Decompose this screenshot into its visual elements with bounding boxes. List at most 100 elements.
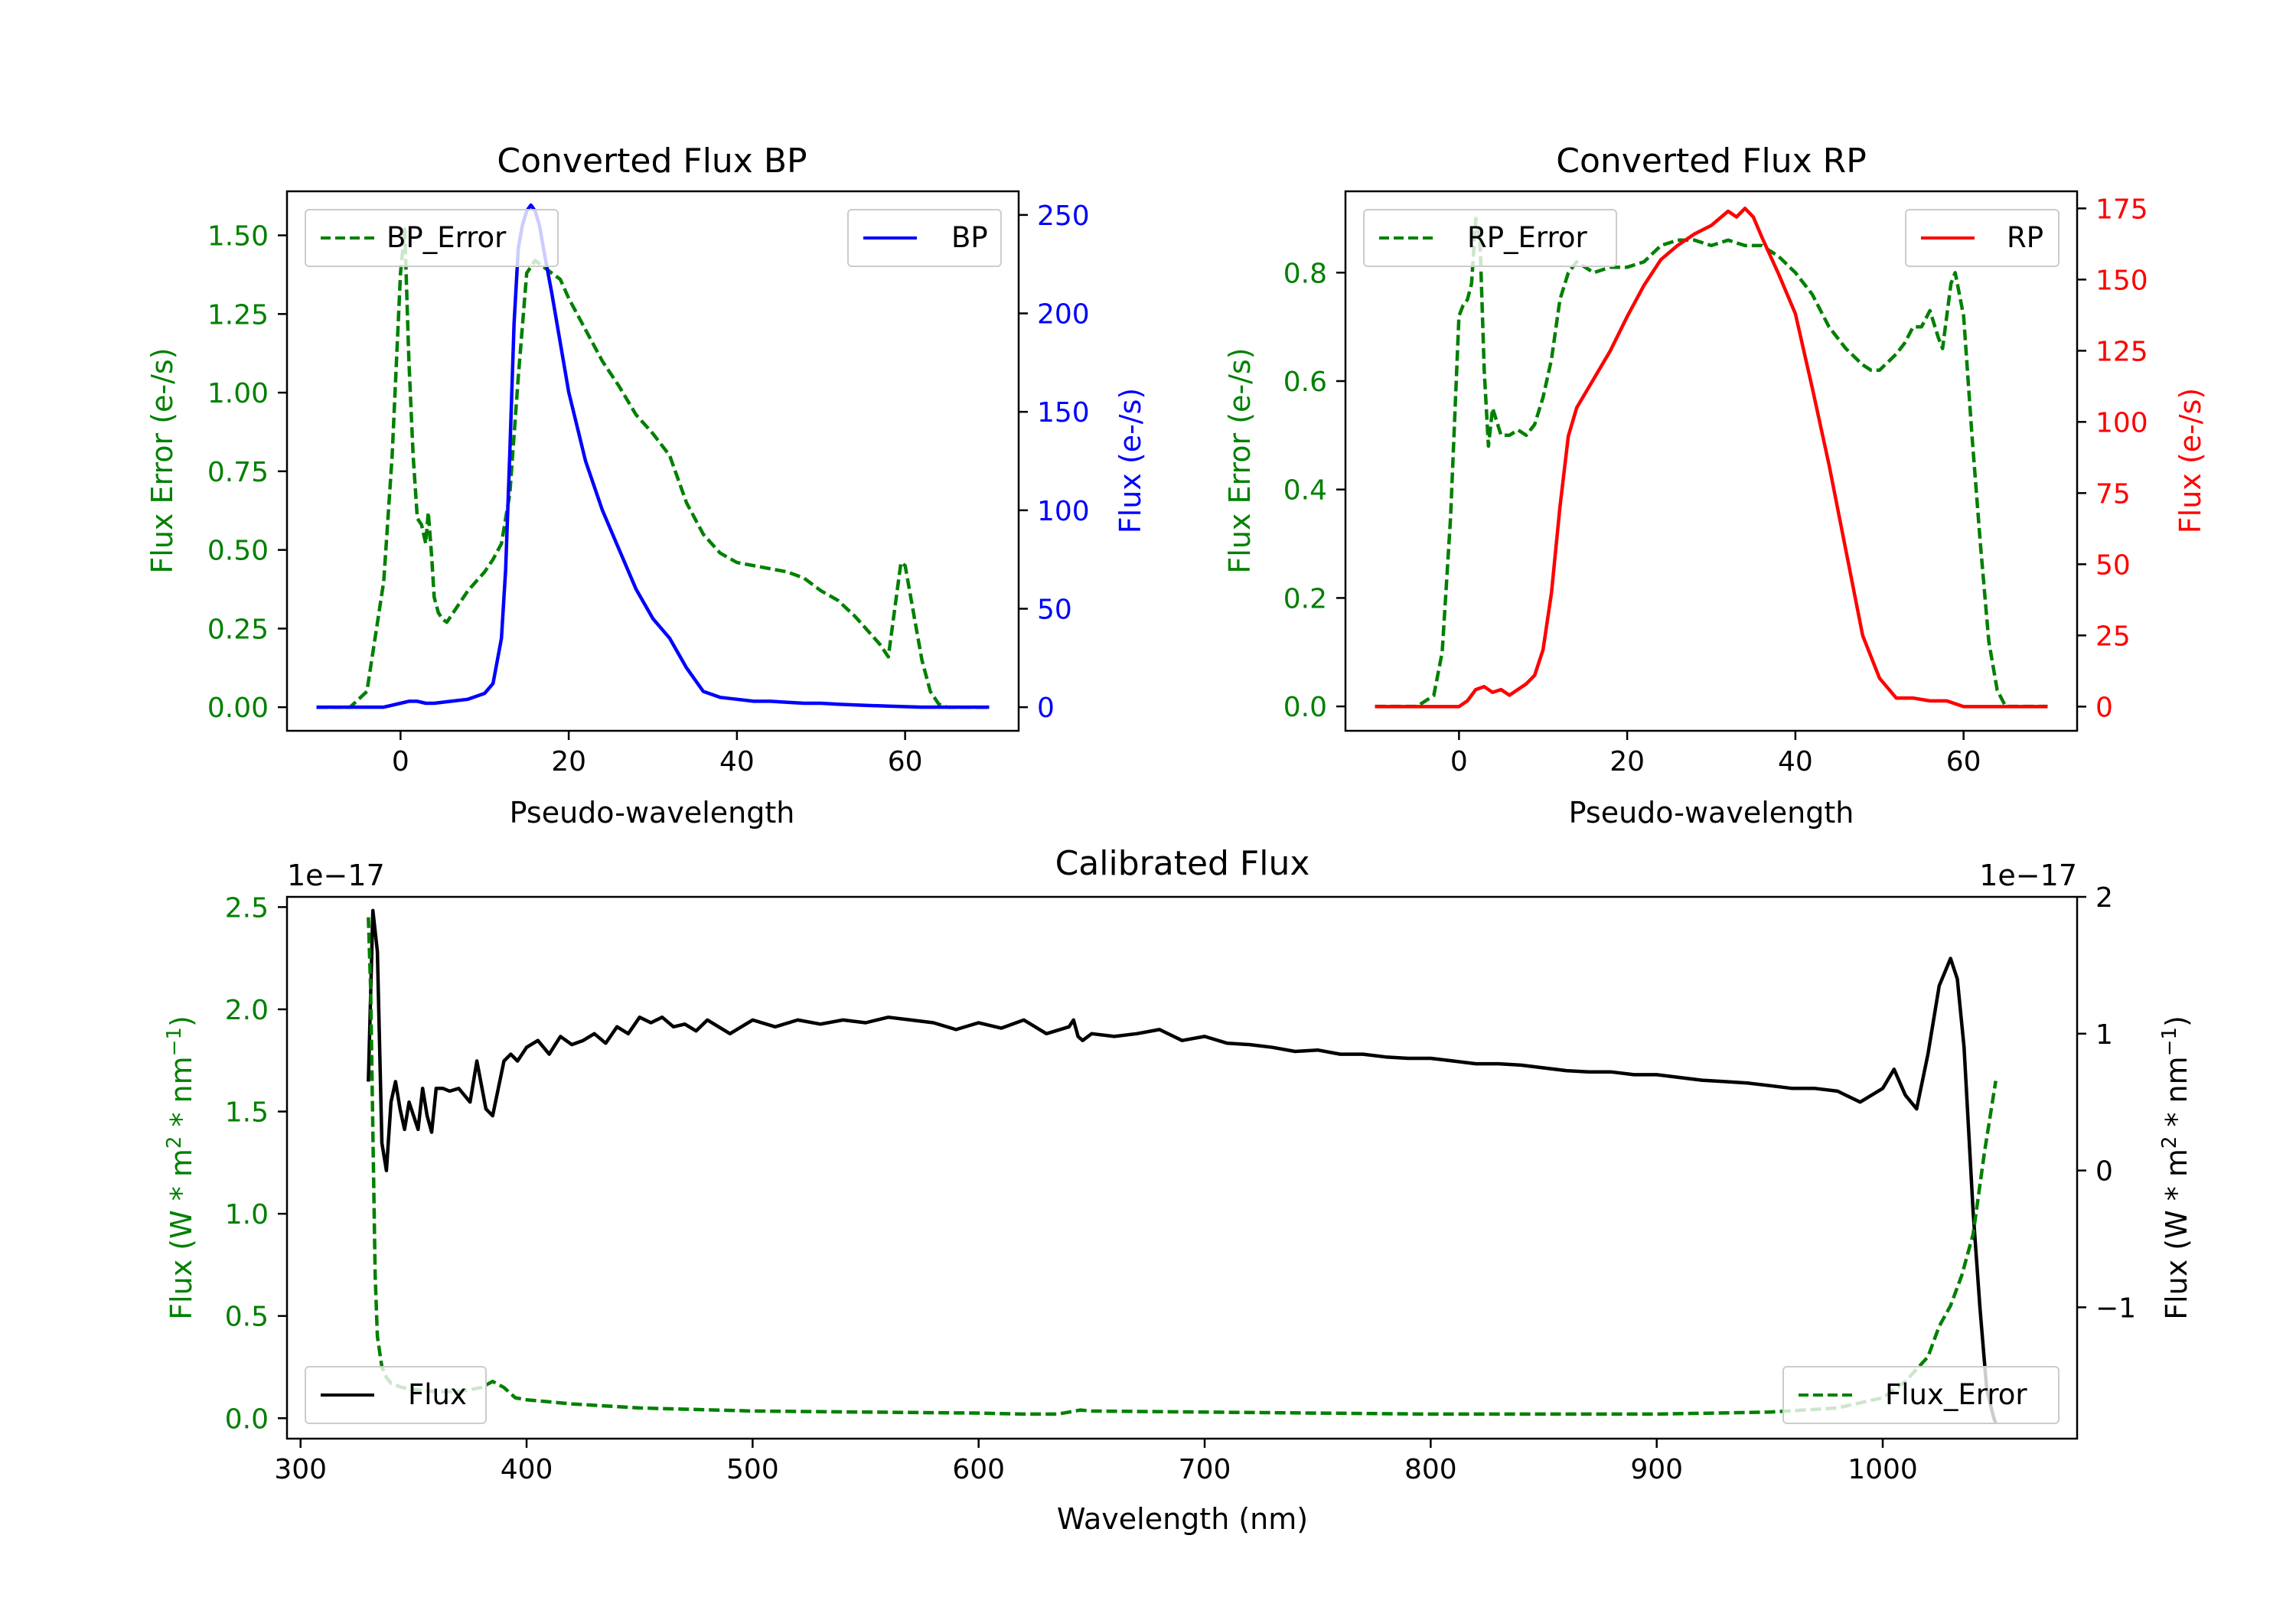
bp-y-right-tick-label: 0 bbox=[1037, 693, 1055, 724]
bp-y-left-tick-label: 1.25 bbox=[207, 299, 269, 331]
calibrated-y-right-axis-label: Flux (W * m2 * nm−1) bbox=[2158, 1015, 2193, 1320]
rp-x-tick-label: 0 bbox=[1450, 746, 1468, 777]
bp-x-tick-label: 20 bbox=[551, 746, 586, 777]
calibrated-legend-error-box bbox=[1782, 1366, 2060, 1424]
cal-x-tick-label: 500 bbox=[726, 1454, 779, 1485]
bp-legend-flux: BP bbox=[847, 209, 1002, 267]
bp-x-tick-label: 60 bbox=[888, 746, 923, 777]
cal-y-left-tick-label: 2.5 bbox=[225, 892, 269, 924]
rp-y-left-ticks: 0.0 0.2 0.4 0.6 0.8 bbox=[1283, 258, 1345, 723]
bp-legend-error: BP_Error bbox=[305, 209, 559, 267]
rp-x-tick-label: 60 bbox=[1946, 746, 1981, 777]
cal-y-left-tick-label: 2.0 bbox=[225, 995, 269, 1026]
cal-x-tick-label: 700 bbox=[1179, 1454, 1231, 1485]
rp-legend-flux-label: RP bbox=[2007, 221, 2043, 254]
cal-y-right-tick-label: 1 bbox=[2095, 1019, 2113, 1051]
calibrated-legend-error-label: Flux_Error bbox=[1885, 1378, 2027, 1411]
rp-y-right-tick-label: 75 bbox=[2095, 478, 2131, 510]
calibrated-y-left-axis-label: Flux (W * m2 * nm−1) bbox=[163, 1015, 198, 1320]
bp-y-right-tick-label: 50 bbox=[1037, 594, 1072, 625]
calibrated-y-right-ticks: −1 0 1 2 bbox=[2077, 882, 2136, 1324]
rp-axes-frame bbox=[1344, 190, 2079, 732]
calibrated-legend-flux-label: Flux bbox=[408, 1378, 467, 1411]
bp-y-right-tick-label: 150 bbox=[1037, 397, 1090, 429]
bp-plot-area bbox=[316, 203, 990, 709]
bp-legend-flux-label: BP bbox=[951, 221, 988, 254]
bp-y-left-tick-label: 1.50 bbox=[207, 221, 269, 253]
cal-y-left-tick-label: 1.0 bbox=[225, 1199, 269, 1231]
calibrated-right-offset-text: 1e−17 bbox=[1979, 859, 2077, 892]
rp-legend-flux-box bbox=[1905, 209, 2060, 267]
rp-y-right-tick-label: 0 bbox=[2095, 692, 2113, 723]
bp-series-bp-error bbox=[316, 227, 990, 709]
rp-y-left-tick-label: 0.0 bbox=[1283, 692, 1327, 723]
bp-legend-error-box bbox=[305, 209, 559, 267]
cal-y-left-tick-label: 1.5 bbox=[225, 1097, 269, 1129]
rp-y-right-tick-label: 25 bbox=[2095, 621, 2131, 652]
rp-x-tick-label: 40 bbox=[1778, 746, 1813, 777]
rp-legend-error-box bbox=[1363, 209, 1617, 267]
bp-series-bp bbox=[316, 203, 990, 709]
rp-y-left-tick-label: 0.6 bbox=[1283, 367, 1327, 398]
calibrated-axes-frame bbox=[285, 895, 2079, 1440]
rp-y-right-tick-label: 100 bbox=[2095, 407, 2148, 438]
rp-legend-error: RP_Error bbox=[1363, 209, 1617, 267]
bp-y-left-tick-label: 0.00 bbox=[207, 693, 269, 724]
cal-x-tick-label: 600 bbox=[952, 1454, 1005, 1485]
rp-y-right-tick-label: 150 bbox=[2095, 265, 2148, 296]
calibrated-legend-flux-box bbox=[305, 1366, 487, 1424]
rp-y-left-tick-label: 0.4 bbox=[1283, 475, 1327, 507]
cal-x-tick-label: 900 bbox=[1630, 1454, 1683, 1485]
bp-y-right-tick-label: 200 bbox=[1037, 299, 1090, 331]
cal-y-left-tick-label: 0.0 bbox=[225, 1403, 269, 1435]
calibrated-panel: Calibrated Flux 1e−17 1e−17 300 400 500 600… bbox=[163, 844, 2193, 1536]
bp-y-right-tick-label: 100 bbox=[1037, 496, 1090, 527]
bp-panel: Converted Flux BP 0 20 40 60 0.000.250.500.… bbox=[145, 142, 1147, 830]
bp-y-left-tick-label: 0.50 bbox=[207, 536, 269, 567]
rp-y-right-tick-label: 175 bbox=[2095, 194, 2148, 225]
rp-x-tick-label: 20 bbox=[1609, 746, 1645, 777]
cal-x-tick-label: 400 bbox=[501, 1454, 553, 1485]
bp-y-right-axis-label: Flux (e-/s) bbox=[1114, 388, 1147, 533]
calibrated-x-axis-label: Wavelength (nm) bbox=[1057, 1502, 1308, 1536]
bp-y-left-tick-label: 0.75 bbox=[207, 457, 269, 488]
cal-x-tick-label: 1000 bbox=[1848, 1454, 1918, 1485]
bp-x-axis-label: Pseudo-wavelength bbox=[510, 796, 795, 830]
rp-panel: Converted Flux RP 0 20 40 60 0.00.20.40.60.… bbox=[1223, 142, 2207, 830]
calibrated-legend-error: Flux_Error bbox=[1782, 1366, 2060, 1424]
bp-y-left-ticks: 0.00 0.25 0.50 0.75 1.00 1.25 1.50 bbox=[207, 221, 287, 724]
calibrated-left-offset-text: 1e−17 bbox=[287, 859, 385, 892]
bp-title: Converted Flux BP bbox=[497, 142, 807, 181]
cal-y-left-tick-label: 0.5 bbox=[225, 1302, 269, 1333]
cal-y-right-tick-label: 0 bbox=[2095, 1156, 2113, 1188]
calibrated-y-left-ticks: 0.0 0.5 1.0 1.5 2.0 2.5 bbox=[225, 892, 287, 1435]
bp-legend-flux-box bbox=[847, 209, 1002, 267]
rp-series-rp bbox=[1375, 207, 2048, 709]
bp-y-left-tick-label: 1.00 bbox=[207, 378, 269, 409]
cal-series-flux bbox=[367, 908, 1998, 1425]
rp-series-rp-error bbox=[1375, 217, 2048, 709]
bp-y-right-tick-label: 250 bbox=[1037, 200, 1090, 232]
rp-y-right-tick-label: 50 bbox=[2095, 549, 2131, 581]
bp-y-right-ticks: 0 50 100 150 200 250 bbox=[1019, 200, 1090, 724]
rp-x-ticks: 0 20 40 60 bbox=[1450, 731, 1981, 777]
bp-x-tick-label: 40 bbox=[719, 746, 755, 777]
rp-y-left-axis-label: Flux Error (e-/s) bbox=[1223, 347, 1257, 573]
calibrated-x-ticks: 300 400 500 600 700 800 900 1000 bbox=[274, 1439, 1918, 1485]
rp-y-right-tick-label: 125 bbox=[2095, 336, 2148, 367]
rp-y-left-tick-label: 0.8 bbox=[1283, 258, 1327, 289]
cal-y-right-tick-label: −1 bbox=[2095, 1292, 2136, 1324]
cal-x-tick-label: 300 bbox=[274, 1454, 327, 1485]
cal-y-right-tick-label: 2 bbox=[2095, 882, 2113, 914]
rp-y-left-tick-label: 0.2 bbox=[1283, 583, 1327, 614]
rp-title: Converted Flux RP bbox=[1556, 142, 1867, 181]
rp-y-right-axis-label: Flux (e-/s) bbox=[2174, 388, 2207, 533]
bp-axes-frame bbox=[285, 190, 1020, 732]
bp-x-tick-label: 0 bbox=[392, 746, 409, 777]
bp-legend-error-label: BP_Error bbox=[386, 221, 507, 254]
bp-x-ticks: 0 20 40 60 bbox=[392, 731, 923, 777]
cal-x-tick-label: 800 bbox=[1404, 1454, 1457, 1485]
bp-y-left-axis-label: Flux Error (e-/s) bbox=[145, 347, 179, 573]
